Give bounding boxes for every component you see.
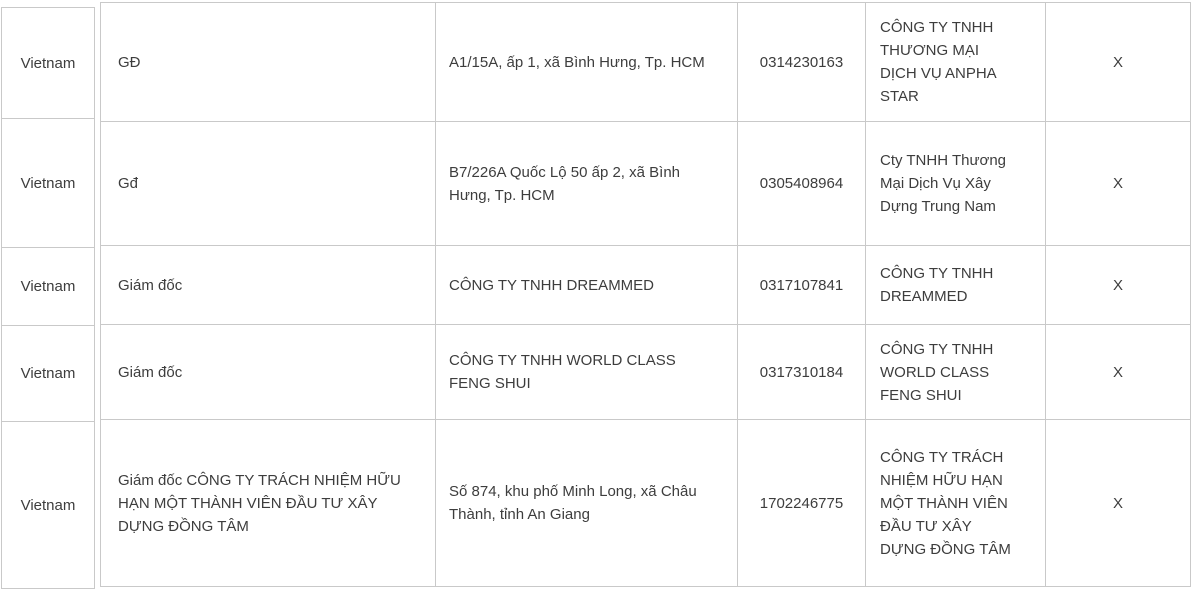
company-cell: CÔNG TY TNHH WORLD CLASS FENG SHUI	[865, 324, 1046, 420]
mark-cell: X	[1045, 2, 1191, 122]
country-label: Vietnam	[20, 278, 76, 295]
address-cell: Số 874, khu phố Minh Long, xã Châu Thành…	[435, 419, 738, 587]
mark-cell: X	[1045, 245, 1191, 325]
country-label: Vietnam	[20, 365, 76, 382]
company-name: CÔNG TY TNHH WORLD CLASS FENG SHUI	[880, 340, 994, 404]
mark-cell: X	[1045, 324, 1191, 420]
address-cell: A1/15A, ấp 1, xã Bình Hưng, Tp. HCM	[435, 2, 738, 122]
mark-cell: X	[1045, 419, 1191, 587]
country-cell: Vietnam	[1, 247, 95, 326]
tax-id-cell: 0314230163	[737, 2, 866, 122]
position-cell: Giám đốc CÔNG TY TRÁCH NHIỆM HỮU HẠN MỘT…	[100, 419, 436, 587]
table-row: Gđ B7/226A Quốc Lộ 50 ấp 2, xã Bình Hưng…	[100, 121, 1191, 246]
country-cell: Vietnam	[1, 325, 95, 422]
country-label: Vietnam	[20, 174, 76, 192]
company-cell: CÔNG TY TNHH DREAMMED	[865, 245, 1046, 325]
company-name: CÔNG TY TRÁCH NHIỆM HỮU HẠN MỘT THÀNH VI…	[880, 448, 1011, 558]
country-cell: Vietnam	[1, 118, 95, 248]
company-cell: Cty TNHH Thương Mại Dịch Vụ Xây Dựng Tru…	[865, 121, 1046, 246]
country-label: Vietnam	[20, 54, 76, 72]
company-cell: CÔNG TY TRÁCH NHIỆM HỮU HẠN MỘT THÀNH VI…	[865, 419, 1046, 587]
company-name: CÔNG TY TNHH DREAMMED	[880, 265, 994, 305]
tax-id-cell: 0305408964	[737, 121, 866, 246]
tax-id-cell: 1702246775	[737, 419, 866, 587]
table-row: Giám đốc CÔNG TY TNHH WORLD CLASS FENG S…	[100, 324, 1191, 420]
table-row: GĐ A1/15A, ấp 1, xã Bình Hưng, Tp. HCM 0…	[100, 2, 1191, 122]
table-row: Giám đốc CÔNG TY TRÁCH NHIỆM HỮU HẠN MỘT…	[100, 419, 1191, 587]
position-cell: Gđ	[100, 121, 436, 246]
country-column: Vietnam Vietnam Vietnam Vietnam Vietnam	[1, 7, 95, 589]
country-label: Vietnam	[20, 496, 76, 514]
address-cell: B7/226A Quốc Lộ 50 ấp 2, xã Bình Hưng, T…	[435, 121, 738, 246]
table-row: Giám đốc CÔNG TY TNHH DREAMMED 031710784…	[100, 245, 1191, 325]
position-cell: Giám đốc	[100, 245, 436, 325]
tax-id-cell: 0317310184	[737, 324, 866, 420]
country-cell: Vietnam	[1, 7, 95, 119]
country-cell: Vietnam	[1, 421, 95, 589]
company-name: Cty TNHH Thương Mại Dịch Vụ Xây Dựng Tru…	[880, 152, 1007, 215]
company-table: GĐ A1/15A, ấp 1, xã Bình Hưng, Tp. HCM 0…	[100, 2, 1191, 587]
company-cell: CÔNG TY TNHH THƯƠNG MẠI DỊCH VỤ ANPHA ST…	[865, 2, 1046, 122]
company-name: CÔNG TY TNHH THƯƠNG MẠI DỊCH VỤ ANPHA ST…	[880, 19, 996, 105]
address-cell: CÔNG TY TNHH WORLD CLASS FENG SHUI	[435, 324, 738, 420]
mark-cell: X	[1045, 121, 1191, 246]
position-cell: GĐ	[100, 2, 436, 122]
tax-id-cell: 0317107841	[737, 245, 866, 325]
position-cell: Giám đốc	[100, 324, 436, 420]
address-cell: CÔNG TY TNHH DREAMMED	[435, 245, 738, 325]
